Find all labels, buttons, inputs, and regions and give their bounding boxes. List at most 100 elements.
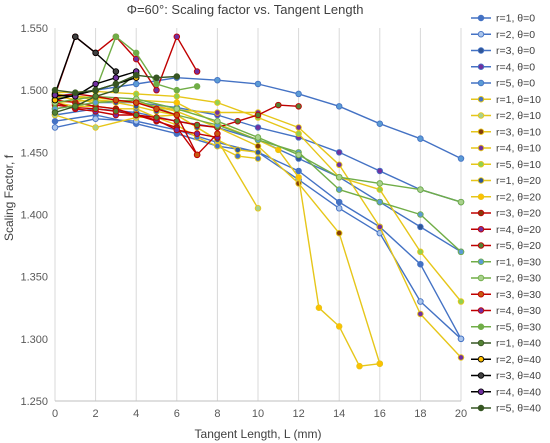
- data-point: [335, 103, 343, 110]
- data-point: [295, 151, 302, 159]
- legend-label: r=1, θ=10: [496, 94, 541, 106]
- data-point: [72, 33, 79, 40]
- legend-item: r=5, θ=30: [471, 321, 541, 333]
- legend-marker: [477, 388, 485, 396]
- data-point: [153, 114, 160, 121]
- data-point: [275, 146, 282, 154]
- x-tick-label: 18: [414, 408, 426, 420]
- legend-label: r=5, θ=10: [496, 159, 541, 171]
- data-point: [457, 335, 465, 343]
- data-point: [92, 99, 99, 106]
- data-point: [335, 186, 343, 193]
- x-tick-label: 0: [52, 408, 58, 420]
- legend-marker: [477, 160, 485, 168]
- data-point: [234, 152, 241, 160]
- legend-label: r=2, θ=30: [496, 273, 541, 285]
- data-point: [132, 55, 140, 63]
- series: [51, 33, 120, 98]
- data-point: [295, 103, 302, 110]
- legend-item: r=2, θ=20: [471, 191, 541, 203]
- legend-item: r=3, θ=10: [471, 126, 541, 138]
- data-point: [376, 198, 384, 206]
- legend-marker: [477, 47, 485, 54]
- data-point: [254, 111, 262, 119]
- data-point: [417, 223, 424, 231]
- legend-label: r=1, θ=30: [496, 256, 541, 268]
- data-point: [295, 167, 302, 175]
- data-point: [112, 108, 120, 115]
- legend-marker: [477, 95, 485, 103]
- legend-item: r=3, θ=40: [471, 370, 541, 382]
- data-point: [112, 80, 120, 88]
- x-tick-label: 6: [174, 408, 180, 420]
- data-point: [295, 173, 302, 181]
- legend-label: r=4, θ=30: [496, 305, 541, 317]
- legend-marker: [477, 112, 485, 119]
- data-point: [417, 135, 424, 142]
- data-point: [457, 248, 465, 256]
- legend-label: r=2, θ=0: [496, 29, 535, 41]
- legend-item: r=5, θ=10: [471, 159, 541, 171]
- data-point: [214, 130, 221, 137]
- legend-label: r=2, θ=20: [496, 191, 541, 203]
- data-point: [92, 49, 99, 57]
- series-line: [54, 99, 198, 156]
- data-point: [234, 146, 241, 154]
- data-point: [295, 130, 302, 137]
- data-point: [72, 89, 79, 96]
- legend-item: r=2, θ=10: [471, 110, 541, 122]
- legend-item: r=1, θ=30: [471, 256, 541, 268]
- data-point: [173, 126, 181, 134]
- legend-item: r=3, θ=20: [471, 208, 541, 220]
- legend-label: r=1, θ=40: [496, 338, 541, 350]
- data-point: [92, 93, 99, 100]
- data-point: [112, 96, 120, 104]
- data-point: [295, 90, 302, 98]
- data-point: [132, 80, 140, 88]
- legend-label: r=3, θ=40: [496, 370, 541, 382]
- data-point: [72, 103, 79, 110]
- data-point: [173, 105, 181, 113]
- data-point: [193, 83, 201, 90]
- y-tick-label: 1.550: [20, 23, 48, 35]
- legend-marker: [477, 372, 485, 379]
- data-point: [51, 86, 59, 94]
- data-point: [132, 71, 140, 79]
- legend-marker: [477, 14, 485, 22]
- legend-label: r=3, θ=0: [496, 45, 535, 57]
- data-point: [173, 73, 181, 80]
- legend-item: r=4, θ=40: [471, 386, 541, 398]
- legend-item: r=5, θ=40: [471, 403, 541, 415]
- data-point: [315, 304, 323, 312]
- x-tick-label: 8: [214, 408, 220, 420]
- data-point: [132, 49, 140, 57]
- data-point: [153, 105, 160, 113]
- data-point: [193, 130, 201, 137]
- data-point: [335, 161, 343, 169]
- legend-label: r=2, θ=10: [496, 110, 541, 122]
- x-tick-label: 14: [333, 408, 345, 420]
- data-point: [173, 99, 181, 106]
- data-point: [92, 105, 99, 113]
- data-point: [193, 151, 201, 159]
- legend-item: r=5, θ=20: [471, 240, 541, 252]
- legend-marker: [477, 339, 485, 347]
- data-point: [254, 124, 262, 131]
- data-point: [275, 101, 282, 109]
- x-axis-title: Tangent Length, L (mm): [195, 427, 322, 441]
- y-tick-label: 1.400: [20, 210, 48, 222]
- legend-marker: [477, 31, 485, 38]
- legend-marker: [477, 177, 485, 184]
- data-point: [335, 323, 343, 330]
- legend-marker: [477, 63, 485, 71]
- legend-marker: [477, 193, 485, 200]
- data-point: [457, 198, 465, 206]
- data-point: [295, 124, 302, 131]
- data-point: [92, 115, 99, 123]
- data-point: [214, 76, 221, 84]
- data-point: [335, 205, 343, 212]
- data-point: [214, 142, 221, 150]
- legend-item: r=1, θ=40: [471, 338, 541, 350]
- legend-label: r=5, θ=0: [496, 78, 535, 90]
